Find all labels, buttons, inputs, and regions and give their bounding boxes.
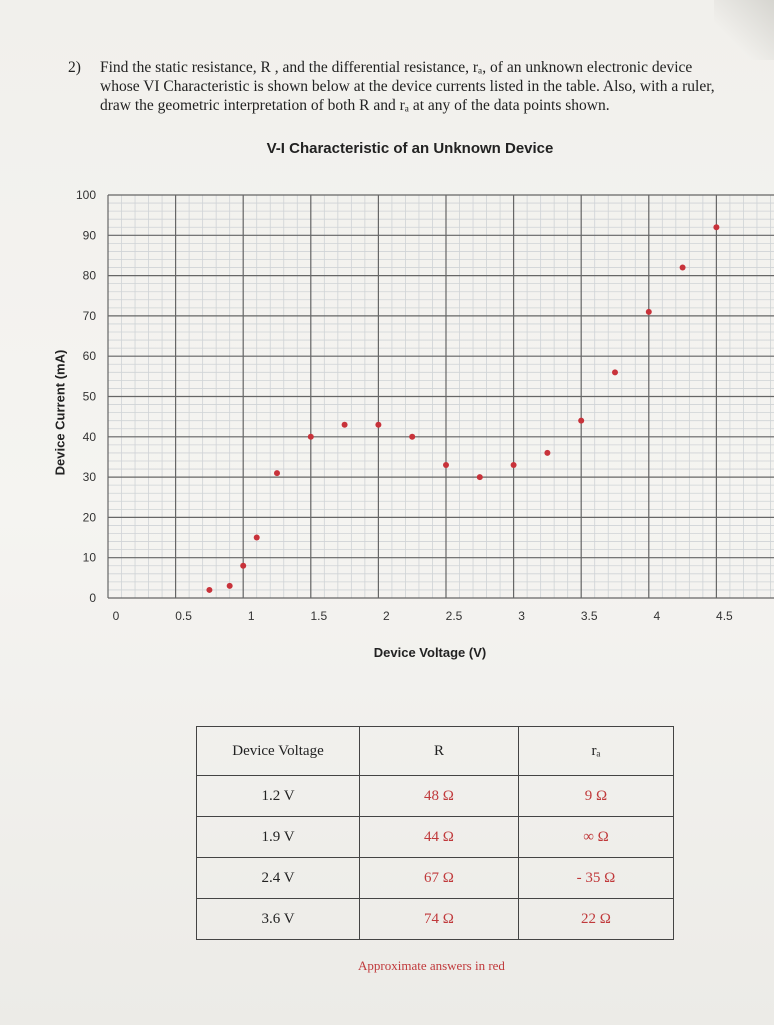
chart-title: V-I Characteristic of an Unknown Device: [266, 140, 554, 157]
rd-answer-cell: ∞ Ω: [518, 816, 674, 858]
x-tick-label: 4.5: [716, 609, 733, 623]
x-tick-label: 1.5: [310, 609, 327, 623]
data-point: [679, 264, 686, 271]
grid-major: [107, 194, 774, 599]
x-tick-label: 2.5: [446, 609, 463, 623]
header-rd: rₐ: [518, 726, 674, 776]
x-tick-labels: 0 0.5 1 1.5 2 2.5 3 3.5 4 4.5: [113, 609, 733, 623]
data-point: [510, 462, 517, 469]
x-tick-label: 3: [518, 609, 525, 623]
voltage-cell: 3.6 V: [196, 898, 360, 940]
y-tick-label: 50: [83, 390, 97, 404]
y-tick-label: 10: [83, 551, 97, 565]
y-tick-label: 40: [83, 430, 97, 444]
y-tick-label: 100: [76, 188, 96, 202]
x-tick-label: 0.5: [175, 609, 192, 623]
data-point: [409, 433, 416, 440]
data-point: [273, 470, 280, 477]
data-points: [206, 224, 720, 593]
r-answer-cell: 44 Ω: [359, 816, 519, 858]
data-point: [206, 586, 213, 593]
answer-note: Approximate answers in red: [358, 958, 505, 973]
x-tick-label: 2: [383, 609, 390, 623]
rd-answer-cell: - 35 Ω: [518, 857, 674, 899]
x-tick-label: 4: [653, 609, 660, 623]
table-row: 2.4 V 67 Ω - 35 Ω: [196, 857, 674, 899]
table-row: 1.9 V 44 Ω ∞ Ω: [196, 816, 674, 858]
data-point: [544, 449, 551, 456]
r-answer-cell: 48 Ω: [359, 775, 519, 817]
y-tick-label: 20: [83, 510, 97, 524]
y-tick-label: 0: [89, 591, 96, 605]
data-point: [578, 417, 585, 424]
problem-line: draw the geometric interpretation of bot…: [100, 97, 610, 114]
data-point: [645, 308, 652, 315]
rd-answer-cell: 22 Ω: [518, 898, 674, 940]
y-tick-labels: 0 10 20 30 40 50 60 70 80 90 100: [76, 188, 96, 605]
data-point: [442, 462, 449, 469]
y-tick-label: 30: [83, 470, 97, 484]
header-r: R: [359, 726, 519, 776]
x-tick-label: 1: [248, 609, 255, 623]
data-point: [226, 582, 233, 589]
results-table: Device Voltage R rₐ 1.2 V 48 Ω 9 Ω 1.9 V…: [196, 726, 674, 940]
data-point: [611, 369, 618, 376]
data-point: [375, 421, 382, 428]
r-answer-cell: 67 Ω: [359, 857, 519, 899]
rd-answer-cell: 9 Ω: [518, 775, 674, 817]
y-tick-label: 80: [83, 269, 97, 283]
y-axis-title: Device Current (mA): [52, 349, 68, 476]
data-point: [307, 433, 314, 440]
y-tick-label: 70: [83, 309, 97, 323]
data-point: [341, 421, 348, 428]
x-tick-label: 0: [113, 609, 120, 623]
x-axis-title: Device Voltage (V): [373, 645, 487, 660]
y-tick-label: 90: [83, 228, 97, 242]
voltage-cell: 1.2 V: [196, 775, 360, 817]
y-tick-label: 60: [83, 349, 97, 363]
voltage-cell: 2.4 V: [196, 857, 360, 899]
problem-line: whose VI Characteristic is shown below a…: [100, 78, 715, 95]
data-point: [253, 534, 260, 541]
x-tick-label: 3.5: [581, 609, 598, 623]
data-point: [240, 562, 247, 569]
page-corner-shadow: [714, 0, 774, 60]
table-header-row: Device Voltage R rₐ: [196, 726, 674, 776]
voltage-cell: 1.9 V: [196, 816, 360, 858]
header-voltage: Device Voltage: [196, 726, 360, 776]
vi-chart: 0 0.5 1 1.5 2 2.5 3 3.5 4 4.5 0 10 20 30 40 50 60 70 80 90…: [76, 188, 774, 623]
problem-line: Find the static resistance, R , and the …: [100, 59, 693, 76]
problem-number: 2): [68, 59, 81, 76]
data-point: [713, 224, 720, 231]
table-row: 1.2 V 48 Ω 9 Ω: [196, 775, 674, 817]
r-answer-cell: 74 Ω: [359, 898, 519, 940]
data-point: [476, 474, 483, 481]
problem-text: Find the static resistance, R , and the …: [100, 58, 768, 115]
table-row: 3.6 V 74 Ω 22 Ω: [196, 898, 674, 940]
